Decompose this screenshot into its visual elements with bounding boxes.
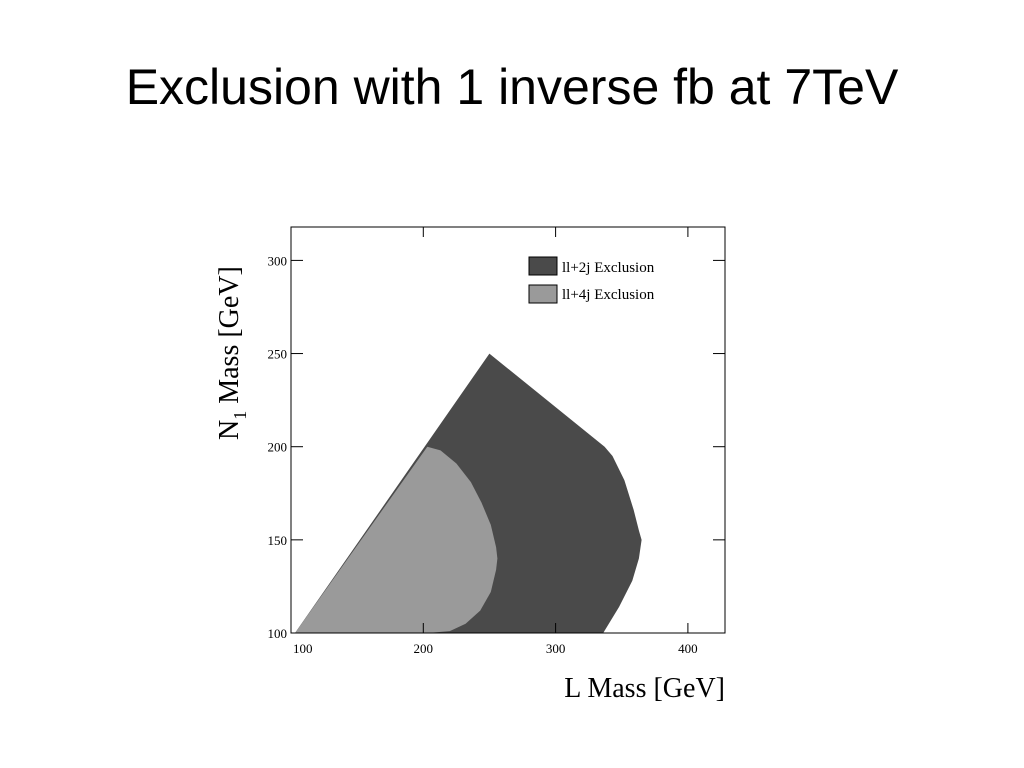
x-tick-label: 100: [293, 641, 313, 656]
y-tick-label: 200: [268, 440, 288, 455]
legend-swatch-ll4j: [528, 284, 558, 304]
exclusion-region-ll4j: [295, 446, 498, 633]
y-axis-title-main: N: [214, 420, 245, 440]
y-tick-label: 250: [268, 347, 288, 362]
x-axis-title: L Mass [GeV]: [564, 673, 725, 704]
legend-label-ll4j: ll+4j Exclusion: [562, 287, 655, 303]
plot-frame: [290, 226, 726, 634]
y-axis-title-subscript: 1: [230, 411, 250, 420]
y-axis-title-rest: Mass [GeV]: [214, 266, 245, 411]
legend: ll+2j Exclusion ll+4j Exclusion: [528, 256, 655, 304]
legend-swatch-ll2j: [528, 256, 558, 276]
y-axis-title: N1 Mass [GeV]: [214, 266, 250, 440]
y-tick-label: 300: [268, 253, 288, 268]
legend-label-ll2j: ll+2j Exclusion: [562, 260, 655, 276]
x-tick-label: 400: [678, 641, 698, 656]
y-tick-label: 150: [268, 533, 288, 548]
slide-title: Exclusion with 1 inverse fb at 7TeV: [125, 59, 899, 115]
exclusion-regions: [295, 353, 642, 633]
x-tick-label: 300: [546, 641, 566, 656]
tick-labels: 100 200 300 400 100 150 200 250 300: [268, 253, 698, 656]
y-tick-label: 100: [268, 626, 288, 641]
x-tick-label: 200: [414, 641, 434, 656]
